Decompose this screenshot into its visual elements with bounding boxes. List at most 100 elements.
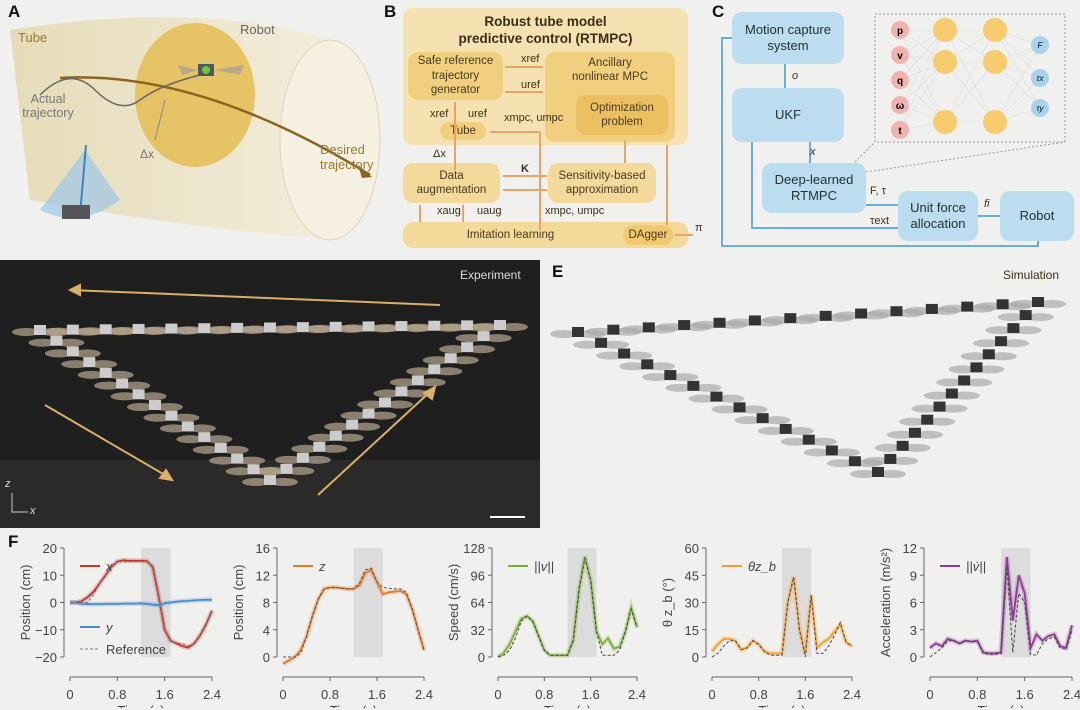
y-tick-label: 10 [43, 568, 57, 583]
x-mpc-u-mpc-label-1: xmpc, umpc [504, 112, 564, 124]
robot-snapshot [406, 364, 463, 376]
controller-arrows: p v q ω t Fτx τy [721, 13, 1066, 247]
robot-snapshot [803, 445, 860, 457]
desired-trajectory-line [59, 76, 371, 177]
simulation-label: Simulation [1003, 268, 1060, 282]
axis-z-label: z [5, 478, 11, 490]
y-tick-label: 32 [471, 623, 485, 638]
y-tick-label: 60 [685, 541, 699, 556]
nn-input-label: q [897, 76, 903, 87]
robot-snapshot [973, 336, 1030, 348]
robot-snapshot [850, 467, 906, 478]
y-tick-label: 4 [263, 623, 270, 638]
nn-input-node [891, 21, 909, 39]
nn-output-label: τx [1037, 74, 1045, 83]
x-tick-label: 0.8 [108, 687, 126, 702]
nn-hidden-node [933, 50, 957, 74]
nn-output-label: τy [1037, 104, 1045, 113]
x-tick-label: 2.4 [203, 687, 221, 702]
robot-snapshot [422, 353, 479, 365]
y-tick-label: 64 [471, 596, 485, 611]
series-line-reference [497, 558, 638, 658]
nn-input-node [891, 46, 909, 64]
rtmpc-nn-box: Deep-learned RTMPC [762, 163, 866, 213]
x-tick-label: 0 [66, 687, 73, 702]
robot-snapshot [886, 427, 943, 439]
x-tick-label: 0 [926, 687, 933, 702]
x-mpc-u-mpc-label-2: xmpc, umpc [545, 205, 605, 217]
ancillary-label: Ancillary nonlinear MPC [571, 57, 649, 84]
y-tick-label: 45 [685, 568, 699, 583]
robot-snapshot [960, 349, 1017, 361]
panel-label-b: B [384, 2, 397, 21]
robot-snapshot [324, 419, 381, 431]
panel-label-f: F [8, 532, 19, 551]
x-tick-label: 1.6 [1016, 687, 1034, 702]
robot-snapshot [176, 432, 233, 444]
y-tick-label: 15 [685, 623, 699, 638]
tube-label: Tube [18, 30, 48, 45]
nn-input-node [891, 121, 909, 139]
robot-snapshot [389, 375, 446, 387]
nn-input-node [891, 71, 909, 89]
actual-trajectory-label: Actual trajectory [22, 92, 74, 120]
nn-hidden-node [933, 110, 957, 134]
y-tick-label: 16 [256, 541, 270, 556]
y-tick-label: 30 [685, 596, 699, 611]
x-aug-label: xaug [437, 205, 461, 217]
robot-snapshot [642, 370, 699, 382]
robot-box: Robot [1000, 191, 1074, 241]
robot-snapshot [274, 452, 331, 464]
y-axis-label: θ z_b (°) [660, 578, 675, 627]
y-tick-label: 6 [910, 596, 917, 611]
x-tick-label: 0.8 [968, 687, 986, 702]
tube-illustration [10, 17, 381, 241]
x-tick-label: 0.8 [750, 687, 768, 702]
shaded-region [567, 548, 597, 657]
legend-label: ||v|| [534, 559, 554, 574]
y-tick-label: 12 [903, 541, 917, 556]
x-tick-label: 2.4 [1063, 687, 1080, 702]
x-tick-label: 1.6 [368, 687, 386, 702]
nn-input-label: v [897, 51, 903, 62]
robot-snapshot [373, 386, 430, 398]
u-ref-label-1: uref [521, 79, 540, 91]
robot-snapshot [44, 346, 101, 358]
nn-output-node [1031, 69, 1049, 87]
ukf-box: UKF [732, 88, 844, 142]
x-tick-label: 0.8 [321, 687, 339, 702]
nn-output-node [1031, 36, 1049, 54]
dx-marker [154, 99, 166, 141]
y-tick-label: 96 [471, 568, 485, 583]
robot-snapshot [665, 380, 722, 392]
y-axis-label: Speed (cm/s) [446, 564, 461, 641]
tube-end [279, 39, 381, 241]
series-line-Reference [70, 561, 213, 647]
robot-snapshot [472, 320, 528, 331]
nn-input-label: t [898, 126, 902, 137]
series-line-x [70, 559, 213, 649]
nn-hidden-node [933, 18, 957, 42]
nn-output-node [1031, 99, 1049, 117]
series-line-reference [711, 576, 853, 658]
robot-label: Robot [240, 22, 275, 37]
legend-label: x [105, 559, 113, 574]
y-tick-label: 8 [263, 596, 270, 611]
robot-snapshot [985, 323, 1042, 335]
chart-3: 128 96 64 32 0 0 0.8 1.6 2.4 Time (s) Speed (cm/s)… [446, 541, 646, 708]
tau-ext-label: τext [870, 215, 890, 227]
neural-network-diagram: p v q ω t Fτx τy [891, 18, 1049, 139]
u-ref-label-2: uref [468, 108, 487, 120]
x-ref-label-1: xref [521, 53, 540, 65]
y-tick-label: 12 [256, 568, 270, 583]
y-tick-label: 0 [692, 650, 699, 665]
nn-input-label: p [897, 26, 903, 37]
legend-label: θz_b [748, 559, 776, 574]
y-tick-label: 3 [910, 623, 917, 638]
robot-snapshot [209, 453, 266, 465]
robot-snapshot [94, 378, 151, 390]
y-tick-label: 0 [910, 650, 917, 665]
robot-snapshot [780, 434, 837, 446]
robot-snapshot [225, 464, 282, 476]
tube-box: Tube [440, 122, 486, 140]
